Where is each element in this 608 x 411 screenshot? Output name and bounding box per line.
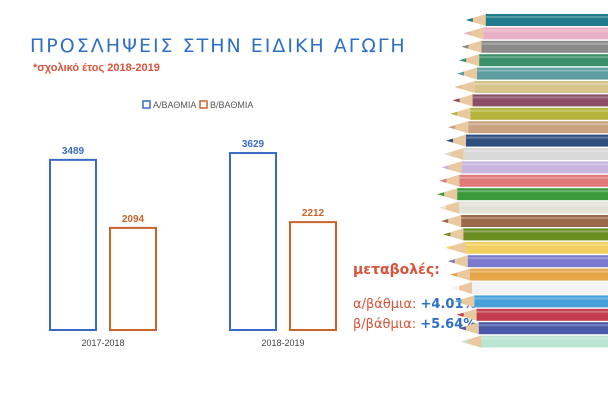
pencil [459, 54, 608, 67]
pencil [439, 201, 608, 214]
category-label-1: 2018-2019 [261, 338, 304, 348]
pencil [447, 255, 608, 268]
category-label-0: 2017-2018 [81, 338, 124, 348]
legend-label-1: Β/ΒΑΘΜΙΑ [210, 100, 253, 110]
pencil [463, 27, 608, 40]
data-label-1-1: 2212 [302, 208, 325, 219]
page-subtitle: *σχολικό έτος 2018-2019 [33, 62, 160, 74]
legend-label-0: Α/ΒΑΘΜΙΑ [153, 100, 196, 110]
pencil [461, 40, 608, 53]
pencil [458, 322, 608, 335]
change-label-secondary: β/βάθμια: [353, 317, 417, 332]
pencil [448, 121, 608, 134]
pencils-illustration [437, 14, 608, 348]
pencil [461, 335, 608, 348]
pencil [454, 81, 608, 93]
pencil [452, 282, 608, 294]
pencil [441, 215, 608, 227]
pencil [443, 228, 608, 241]
change-label-primary: α/βάθμια: [353, 297, 417, 312]
bar-0-0 [49, 158, 97, 331]
bar-0-1 [109, 226, 157, 331]
pencil [454, 295, 608, 308]
legend-swatch-0 [142, 100, 151, 109]
pencil [439, 174, 608, 187]
pencil [441, 161, 608, 174]
pencil [443, 148, 608, 160]
pencil [446, 134, 608, 147]
changes-heading: μεταβολές: [353, 262, 440, 278]
data-label-0-1: 2094 [122, 214, 145, 225]
pencil [445, 241, 608, 254]
bar-1-0 [229, 152, 277, 331]
pencil [437, 188, 608, 201]
legend-swatch-1 [199, 100, 208, 109]
pencil [450, 107, 608, 120]
bar-1-1 [289, 221, 337, 331]
data-label-1-0: 3629 [242, 139, 265, 150]
pencil [452, 94, 608, 107]
data-label-0-0: 3489 [62, 146, 85, 157]
pencil [456, 308, 608, 321]
change-row-primary: α/βάθμια: +4.01% [353, 297, 477, 312]
pencil [450, 268, 608, 281]
bar-chart: Α/ΒΑΘΜΙΑ Β/ΒΑΘΜΙΑ 3489 2094 2017-2018 3629 221… [49, 100, 337, 348]
pencil [457, 67, 608, 80]
pencil [465, 14, 608, 26]
page-title: ΠΡΟΣΛΗΨΕΙΣ ΣΤΗΝ ΕΙΔΙΚΗ ΑΓΩΓΗ [30, 35, 407, 57]
